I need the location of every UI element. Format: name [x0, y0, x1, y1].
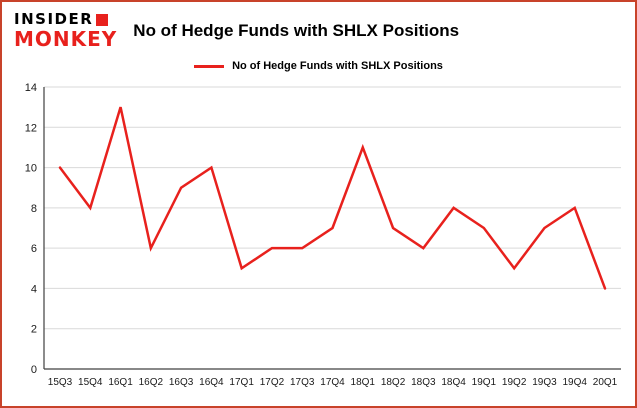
svg-text:10: 10 — [25, 163, 37, 175]
svg-text:18Q3: 18Q3 — [411, 377, 436, 388]
svg-text:17Q2: 17Q2 — [260, 377, 285, 388]
svg-text:19Q4: 19Q4 — [562, 377, 587, 388]
svg-text:4: 4 — [31, 283, 37, 295]
legend-label: No of Hedge Funds with SHLX Positions — [232, 60, 443, 72]
svg-text:6: 6 — [31, 243, 37, 255]
chart-area: 0 2 4 6 8 10 12 14 15Q3 15Q4 16Q1 16Q2 16Q3 16Q4 17Q1 1… — [2, 73, 635, 400]
header: INSIDER MONKEY No of Hedge Funds with SH… — [2, 2, 635, 51]
page-title: No of Hedge Funds with SHLX Positions — [133, 20, 460, 40]
svg-text:19Q3: 19Q3 — [532, 377, 557, 388]
svg-text:14: 14 — [25, 82, 37, 94]
monkey-icon — [96, 13, 109, 26]
svg-text:18Q2: 18Q2 — [381, 377, 406, 388]
logo-text-monkey: MONKEY — [14, 27, 118, 51]
svg-text:12: 12 — [25, 122, 37, 134]
svg-text:8: 8 — [31, 203, 37, 215]
svg-text:18Q1: 18Q1 — [351, 377, 376, 388]
svg-text:18Q4: 18Q4 — [441, 377, 466, 388]
chart-legend: No of Hedge Funds with SHLX Positions — [2, 59, 635, 73]
svg-text:19Q1: 19Q1 — [472, 377, 497, 388]
svg-text:16Q1: 16Q1 — [108, 377, 133, 388]
line-chart: 0 2 4 6 8 10 12 14 15Q3 15Q4 16Q1 16Q2 16Q3 16Q4 17Q1 1… — [25, 82, 621, 388]
legend-line-swatch — [194, 64, 225, 68]
svg-text:15Q3: 15Q3 — [48, 377, 73, 388]
svg-text:2: 2 — [31, 324, 37, 336]
svg-text:16Q2: 16Q2 — [139, 377, 164, 388]
svg-text:20Q1: 20Q1 — [593, 377, 618, 388]
svg-text:17Q4: 17Q4 — [320, 377, 345, 388]
insider-monkey-logo: INSIDER MONKEY — [14, 10, 118, 51]
svg-text:17Q1: 17Q1 — [229, 377, 254, 388]
svg-text:15Q4: 15Q4 — [78, 377, 103, 388]
svg-text:16Q3: 16Q3 — [169, 377, 194, 388]
logo-text-insider: INSIDER — [14, 10, 94, 28]
svg-text:19Q2: 19Q2 — [502, 377, 527, 388]
svg-text:0: 0 — [31, 364, 37, 376]
svg-text:17Q3: 17Q3 — [290, 377, 315, 388]
svg-text:16Q4: 16Q4 — [199, 377, 224, 388]
